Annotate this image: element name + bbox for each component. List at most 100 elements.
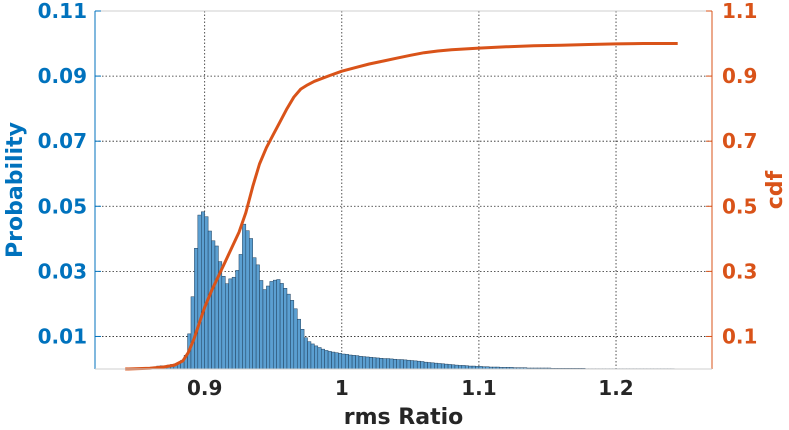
histogram-bar <box>447 364 452 370</box>
y2-tick-label: 0.5 <box>722 194 757 218</box>
y-tick-label: 0.03 <box>38 259 87 283</box>
histogram-bar <box>379 358 384 370</box>
histogram-bar <box>451 364 456 370</box>
histogram-bar <box>423 361 428 370</box>
histogram-bar <box>279 283 284 370</box>
histogram-bar <box>355 355 360 370</box>
histogram-bar <box>310 343 315 370</box>
histogram-bar <box>437 363 442 370</box>
histogram-bar <box>242 223 247 370</box>
histogram-bar <box>434 362 439 370</box>
histogram-bar <box>286 293 291 370</box>
histogram-bar <box>348 354 353 370</box>
histogram-bar <box>416 360 421 370</box>
histogram-bar <box>303 337 308 370</box>
histogram-bar <box>307 341 312 370</box>
histogram-bar <box>454 364 459 370</box>
y2-tick-label: 0.1 <box>722 324 757 348</box>
histogram-bar <box>249 238 253 370</box>
y2-tick-label: 0.3 <box>722 259 757 283</box>
histogram-bar <box>252 257 257 370</box>
histogram-bar <box>190 296 195 370</box>
cdf-line <box>125 42 678 371</box>
histogram-bar <box>331 351 336 370</box>
histogram-bar <box>211 240 216 370</box>
histogram-bar <box>201 211 205 370</box>
y2-axis-label: cdf <box>763 170 788 209</box>
histogram-bar <box>389 358 394 370</box>
histogram-bar <box>262 289 267 370</box>
histogram-bar <box>194 248 199 370</box>
grid-lines <box>95 10 712 369</box>
histogram-bar <box>272 279 277 370</box>
histogram-bar <box>427 362 432 370</box>
histogram-bar <box>276 279 281 370</box>
histogram-bar <box>440 363 445 370</box>
tick-labels: 0.9 1 1.1 1.2 0.01 0.03 0.05 0.07 0.09 0.11 0.1 0.3… <box>38 0 758 400</box>
histogram-bar <box>403 359 408 370</box>
histogram-bar <box>413 360 418 370</box>
histogram-bar <box>444 363 449 370</box>
cdf-line-group <box>125 42 678 371</box>
y2-tick-label: 0.7 <box>722 129 757 153</box>
histogram-bar <box>283 288 288 370</box>
histogram-bar <box>392 358 397 370</box>
x-axis-label: rms Ratio <box>344 405 464 430</box>
histogram-bars <box>146 211 675 370</box>
y-tick-label: 0.07 <box>38 129 87 153</box>
histogram-bar <box>324 350 329 370</box>
histogram-bar <box>327 351 332 370</box>
histogram-bar <box>344 354 349 370</box>
x-tick-label: 1.1 <box>461 376 496 400</box>
histogram-bar <box>293 308 298 370</box>
histogram-bar <box>228 278 233 370</box>
histogram-bar <box>221 275 226 370</box>
histogram-bar <box>245 230 250 370</box>
y-axis-label: Probability <box>3 122 28 258</box>
y-tick-label: 0.05 <box>38 194 87 218</box>
histogram-bar <box>372 357 377 370</box>
histogram-bar <box>290 300 295 370</box>
histogram-bar <box>406 359 411 370</box>
histogram-bar <box>458 365 463 370</box>
histogram-bar <box>365 356 370 370</box>
histogram-bar <box>386 358 391 370</box>
histogram-bar <box>197 214 202 370</box>
histogram-bar <box>266 285 271 370</box>
y-tick-label: 0.09 <box>38 64 87 88</box>
histogram-bar <box>430 362 435 370</box>
histogram-bar <box>338 353 343 370</box>
histogram-bar <box>362 356 367 370</box>
histogram-bar <box>231 276 236 370</box>
histogram-bar <box>375 357 380 370</box>
histogram-bar <box>420 361 425 370</box>
histogram-bar <box>296 318 301 370</box>
histogram-bar <box>300 329 305 370</box>
x-tick-label: 1 <box>335 376 349 400</box>
histogram-bar <box>368 357 373 370</box>
histogram-bar <box>214 245 219 370</box>
y-tick-label: 0.11 <box>38 0 87 23</box>
histogram-bar <box>334 352 339 370</box>
histogram-bar <box>341 353 346 370</box>
histogram-bar <box>317 347 322 370</box>
histogram-bar <box>235 270 240 370</box>
histogram-bar <box>259 280 264 370</box>
histogram-bar <box>396 359 401 370</box>
histogram-bar <box>314 345 319 370</box>
histogram-bar <box>382 358 387 370</box>
histogram-bar <box>351 355 356 370</box>
histogram-bar <box>255 264 260 370</box>
histogram-bar <box>358 356 363 370</box>
x-tick-label: 0.9 <box>187 376 222 400</box>
histogram-bar <box>320 348 325 370</box>
y2-tick-label: 1.1 <box>722 0 757 23</box>
histogram-bar <box>410 360 415 370</box>
histogram-bar <box>225 283 229 370</box>
x-tick-label: 1.2 <box>598 376 633 400</box>
y-tick-label: 0.01 <box>38 324 87 348</box>
y2-tick-label: 0.9 <box>722 64 757 88</box>
histogram-bar <box>238 254 243 370</box>
histogram-bar <box>269 281 274 370</box>
